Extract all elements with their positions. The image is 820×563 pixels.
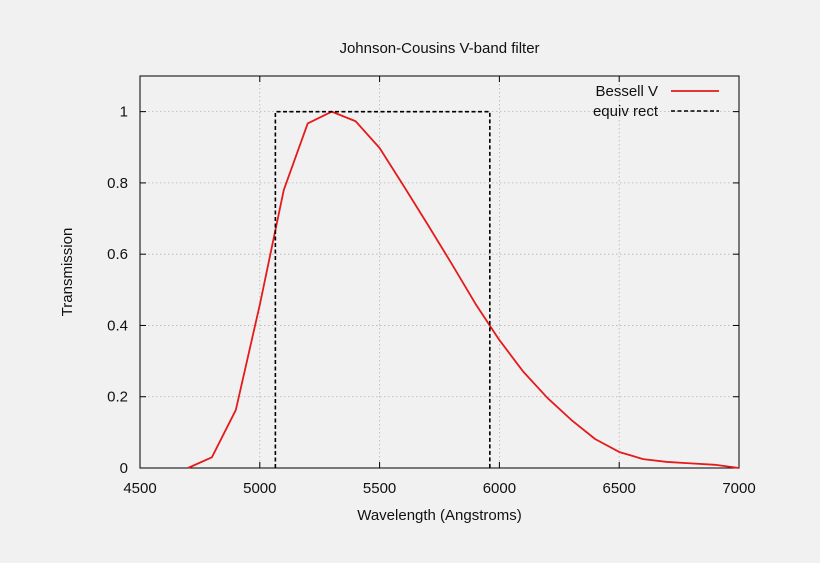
y-tick-label: 1 bbox=[120, 104, 128, 121]
x-tick-label: 7000 bbox=[722, 480, 755, 497]
series-line-bessell-v bbox=[187, 110, 740, 469]
legend: Bessell V equiv rect bbox=[593, 83, 719, 120]
x-tick-label: 5000 bbox=[243, 480, 276, 497]
legend-label-equiv-rect: equiv rect bbox=[593, 103, 659, 120]
y-axis-label: Transmission bbox=[59, 228, 76, 317]
x-tick-label: 6500 bbox=[603, 480, 636, 497]
x-tick-label: 4500 bbox=[123, 480, 156, 497]
y-tick-label: 0.6 bbox=[107, 246, 128, 263]
plot-frame bbox=[139, 75, 740, 469]
x-tick-label: 6000 bbox=[483, 480, 516, 497]
x-tick-label: 5500 bbox=[363, 480, 396, 497]
y-tick-label: 0.4 bbox=[107, 317, 128, 334]
legend-label-bessell-v: Bessell V bbox=[595, 83, 658, 100]
y-tick-label: 0.2 bbox=[107, 389, 128, 406]
chart-title: Johnson-Cousins V-band filter bbox=[339, 40, 539, 57]
grid bbox=[140, 76, 739, 468]
x-axis-label: Wavelength (Angstroms) bbox=[357, 507, 522, 524]
series-layer bbox=[187, 110, 740, 469]
axis-ticks: 4500 5000 5500 6000 6500 7000 0 0.2 0.4 0.6 0.8 1 bbox=[107, 76, 756, 497]
y-tick-label: 0.8 bbox=[107, 175, 128, 192]
y-tick-label: 0 bbox=[120, 460, 128, 477]
series-line-equiv-rect bbox=[274, 110, 491, 468]
